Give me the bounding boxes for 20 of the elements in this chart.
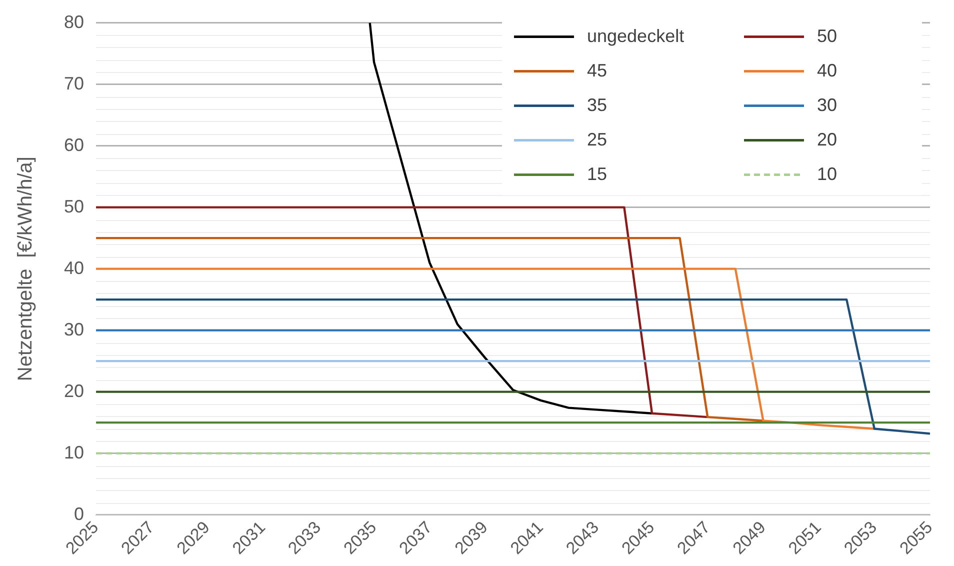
legend-label: 25 — [587, 129, 608, 150]
y-tick-label: 30 — [64, 319, 84, 340]
y-tick-label: 10 — [64, 442, 84, 462]
legend-label: 10 — [817, 164, 838, 184]
legend-label: 20 — [817, 129, 838, 150]
y-tick-label: 0 — [74, 504, 84, 524]
legend-label: 45 — [587, 60, 608, 80]
y-axis-title: Netzentgelte [€/kWh/h/a] — [14, 156, 37, 382]
legend-label: 30 — [817, 94, 838, 115]
legend-label: ungedeckelt — [587, 26, 684, 46]
y-tick-label: 60 — [64, 134, 84, 155]
legend-label: 35 — [587, 94, 608, 115]
legend-label: 15 — [587, 164, 608, 184]
y-tick-label: 70 — [64, 73, 84, 94]
y-tick-label: 40 — [64, 258, 84, 278]
legend-label: 50 — [817, 26, 838, 46]
y-tick-label: 50 — [64, 196, 84, 216]
y-tick-label: 20 — [64, 380, 84, 401]
legend-label: 40 — [817, 60, 838, 80]
y-tick-label: 80 — [64, 12, 84, 32]
